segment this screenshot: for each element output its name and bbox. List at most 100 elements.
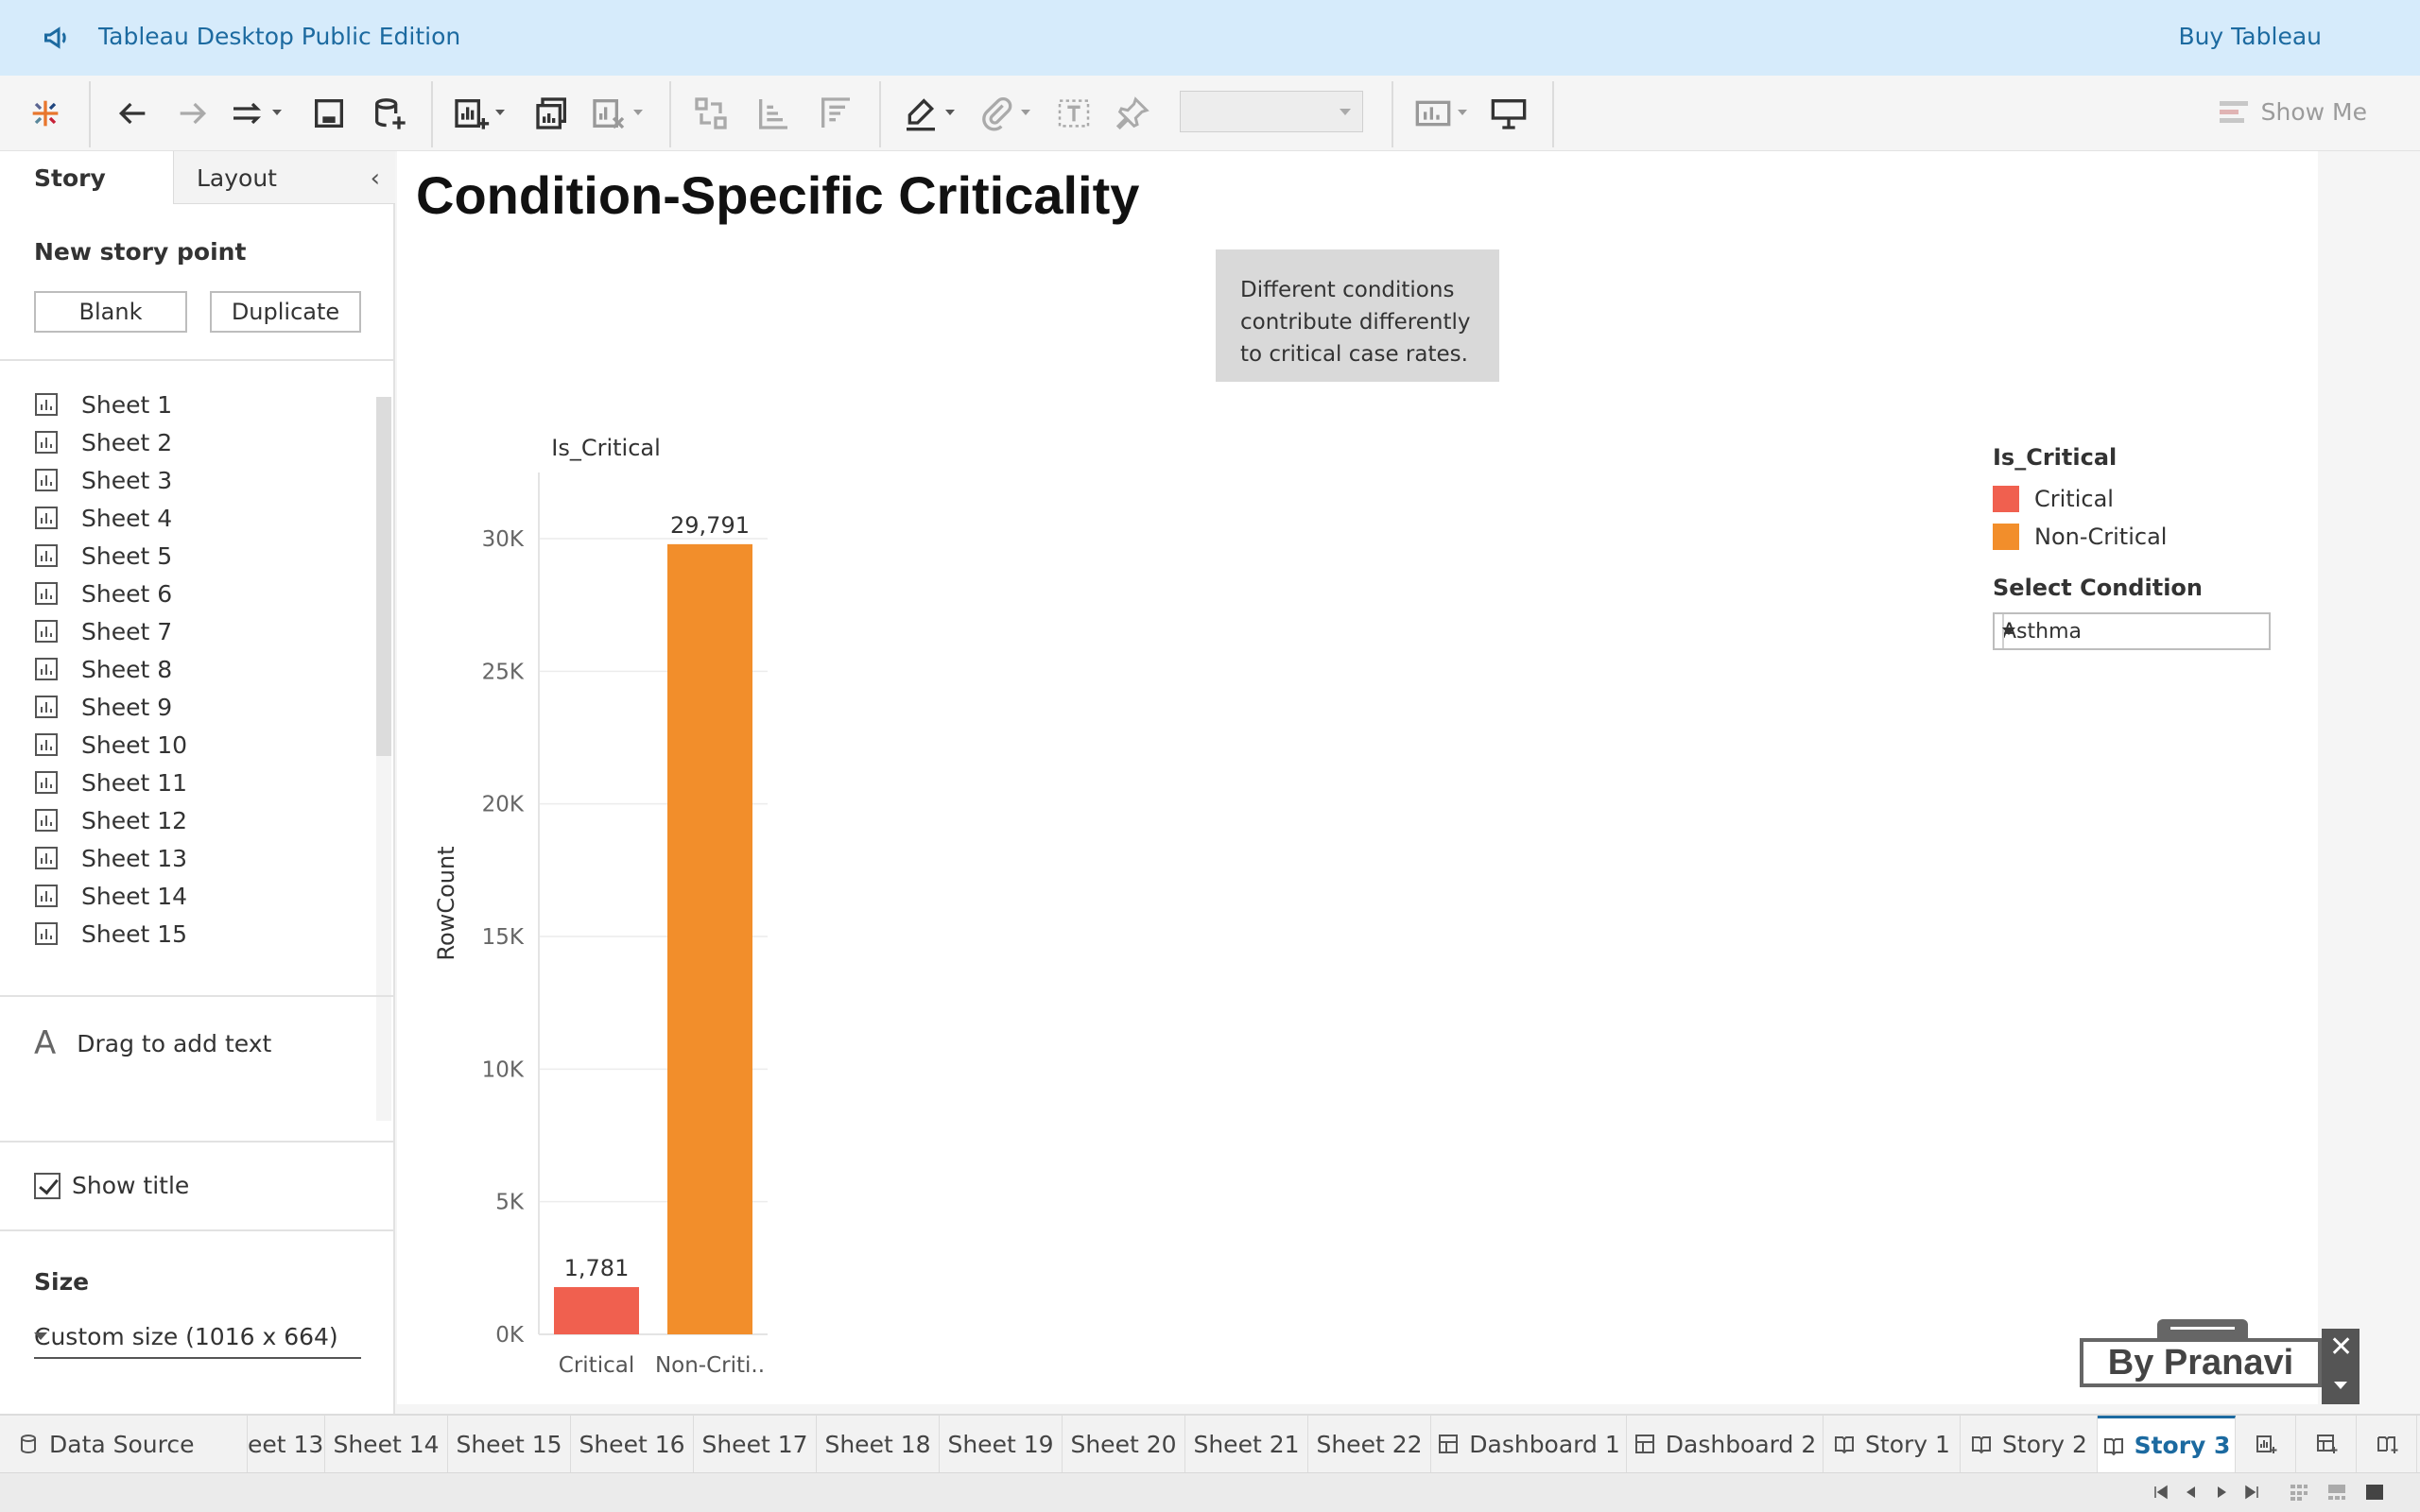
collapse-panel-icon[interactable]: ‹ <box>370 164 380 193</box>
tab-label: Story 1 <box>1865 1430 1950 1458</box>
sheet-sorter-icon[interactable] <box>2290 1483 2308 1502</box>
undo-icon[interactable] <box>112 93 153 134</box>
sheet-list-item[interactable]: Sheet 9 <box>34 688 172 726</box>
sheet-list-item-label: Sheet 8 <box>81 655 173 683</box>
buy-tableau-link[interactable]: Buy Tableau <box>2178 23 2322 50</box>
sheet-list-item[interactable]: Sheet 13 <box>34 839 187 877</box>
worksheet-icon <box>35 885 58 907</box>
sheet-list-item[interactable]: Sheet 10 <box>34 726 187 764</box>
sheet-list-scrollbar[interactable] <box>376 397 391 1121</box>
new-dashboard-tab-button[interactable] <box>2296 1416 2357 1472</box>
show-title-label: Show title <box>72 1172 190 1199</box>
show-me-icon <box>2219 100 2248 123</box>
tab-story[interactable]: Story <box>0 151 174 204</box>
highlight-icon[interactable] <box>900 93 955 134</box>
sheet-list-item[interactable]: Sheet 14 <box>34 877 187 915</box>
sheet-list-item[interactable]: Sheet 1 <box>34 386 172 423</box>
sheet-list-item[interactable]: Sheet 7 <box>34 612 172 650</box>
sheet-list-item-label: Sheet 1 <box>81 390 173 419</box>
tab-sheet[interactable]: Sheet 20 <box>1063 1416 1185 1472</box>
worksheet-icon <box>35 393 58 416</box>
sort-descending-icon <box>815 93 856 134</box>
tab-label: Sheet 21 <box>1193 1430 1300 1458</box>
tab-label: Sheet 20 <box>1070 1430 1177 1458</box>
tab-sheet[interactable]: Sheet 19 <box>940 1416 1063 1472</box>
sheet-list-item[interactable]: Sheet 11 <box>34 764 187 801</box>
fit-dropdown[interactable] <box>1180 91 1363 132</box>
tab-sheet[interactable]: Sheet 18 <box>817 1416 940 1472</box>
sheet-list-item[interactable]: Sheet 4 <box>34 499 172 537</box>
sheet-list-item-label: Sheet 4 <box>81 504 173 532</box>
story-point-caption[interactable]: Different conditions contribute differen… <box>1216 249 1499 382</box>
more-options-icon[interactable] <box>2334 1382 2347 1389</box>
y-tick-label: 15K <box>482 925 525 950</box>
tableau-logo-icon[interactable] <box>25 93 66 134</box>
last-sheet-icon[interactable] <box>2242 1483 2261 1502</box>
new-worksheet-icon[interactable] <box>450 93 505 134</box>
bar-chart: Is_Critical 0K 5K 10K 15K 20K 25K 30K RowCount 1,… <box>397 416 889 1399</box>
tab-label: Sheet 15 <box>456 1430 562 1458</box>
first-sheet-icon[interactable] <box>2152 1483 2170 1502</box>
legend-item-critical[interactable]: Critical <box>1993 480 2305 518</box>
tab-story[interactable]: Story 2 <box>1961 1416 2098 1472</box>
new-story-point-heading: New story point <box>34 238 247 266</box>
sheet-list-item[interactable]: Sheet 8 <box>34 650 172 688</box>
presentation-mode-icon[interactable] <box>1488 93 1530 134</box>
sheet-list-item-label: Sheet 10 <box>81 730 188 759</box>
size-dropdown[interactable]: Custom size (1016 x 664) <box>34 1317 361 1359</box>
new-dashboard-tab-icon <box>2316 1435 2337 1453</box>
close-icon[interactable]: ✕ <box>2329 1331 2354 1364</box>
tab-sheet[interactable]: Sheet 14 <box>325 1416 448 1472</box>
next-sheet-icon[interactable] <box>2212 1483 2231 1502</box>
tab-data-source[interactable]: Data Source <box>0 1416 248 1472</box>
tab-dashboard[interactable]: Dashboard 2 <box>1627 1416 1824 1472</box>
filmstrip-icon[interactable] <box>2327 1483 2346 1502</box>
tab-story[interactable]: Story 3 <box>2098 1416 2236 1472</box>
edition-label: Tableau Desktop Public Edition <box>98 23 461 50</box>
duplicate-sheet-icon[interactable] <box>531 93 573 134</box>
drag-to-add-text[interactable]: A Drag to add text <box>34 1024 271 1062</box>
show-me-button[interactable]: Show Me <box>2219 98 2367 126</box>
new-worksheet-tab-button[interactable] <box>2236 1416 2296 1472</box>
replay-icon[interactable] <box>227 93 282 134</box>
worksheet-icon <box>35 771 58 794</box>
tab-sheet[interactable]: eet 13 <box>248 1416 325 1472</box>
tab-label: Sheet 16 <box>579 1430 685 1458</box>
duplicate-button[interactable]: Duplicate <box>210 291 361 333</box>
sheet-list-item[interactable]: Sheet 3 <box>34 461 172 499</box>
tab-sheet[interactable]: Sheet 21 <box>1185 1416 1308 1472</box>
tab-story[interactable]: Story 1 <box>1824 1416 1961 1472</box>
save-icon[interactable] <box>308 93 350 134</box>
legend-swatch-critical <box>1993 486 2019 512</box>
tabs-view-icon[interactable] <box>2365 1483 2384 1502</box>
sheet-list-item-label: Sheet 14 <box>81 882 188 910</box>
clear-sheet-icon[interactable] <box>588 93 643 134</box>
new-story-tab-button[interactable] <box>2357 1416 2417 1472</box>
sheet-list-item[interactable]: Sheet 6 <box>34 575 172 612</box>
tab-sheet[interactable]: Sheet 16 <box>571 1416 694 1472</box>
sheet-list-item[interactable]: Sheet 12 <box>34 801 187 839</box>
show-title-toggle[interactable]: Show title <box>34 1172 189 1199</box>
story-side-panel: Story Layout ‹ New story point Blank Dup… <box>0 151 395 1414</box>
blank-button[interactable]: Blank <box>34 291 187 333</box>
previous-sheet-icon[interactable] <box>2182 1483 2201 1502</box>
legend-item-non-critical[interactable]: Non-Critical <box>1993 518 2305 556</box>
select-condition-dropdown[interactable]: Asthma <box>1993 612 2271 650</box>
sheet-list-item[interactable]: Sheet 15 <box>34 915 187 953</box>
worksheet-icon <box>35 696 58 718</box>
tab-sheet[interactable]: Sheet 22 <box>1308 1416 1431 1472</box>
tab-sheet[interactable]: Sheet 17 <box>694 1416 817 1472</box>
show-title-checkbox[interactable] <box>34 1172 60 1199</box>
tab-dashboard[interactable]: Dashboard 1 <box>1431 1416 1627 1472</box>
watermark-move-handle[interactable] <box>2157 1319 2248 1338</box>
new-data-source-icon[interactable] <box>369 93 410 134</box>
show-me-label: Show Me <box>2260 98 2367 126</box>
x-tick-label: Non-Criti.. <box>655 1353 765 1378</box>
watermark[interactable]: By Pranavi <box>2080 1338 2322 1387</box>
tab-sheet[interactable]: Sheet 15 <box>448 1416 571 1472</box>
show-mark-labels-icon <box>1053 93 1095 134</box>
sheet-list-item[interactable]: Sheet 5 <box>34 537 172 575</box>
tab-layout[interactable]: Layout ‹ <box>174 151 395 204</box>
filter-title: Select Condition <box>1993 575 2203 601</box>
sheet-list-item[interactable]: Sheet 2 <box>34 423 172 461</box>
